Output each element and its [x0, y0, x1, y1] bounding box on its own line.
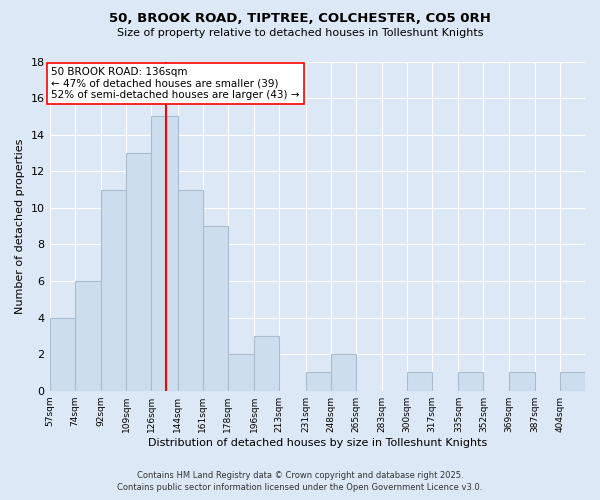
Bar: [331, 354, 356, 391]
Text: 50 BROOK ROAD: 136sqm
← 47% of detached houses are smaller (39)
52% of semi-deta: 50 BROOK ROAD: 136sqm ← 47% of detached …: [51, 67, 299, 100]
Text: Contains HM Land Registry data © Crown copyright and database right 2025.
Contai: Contains HM Land Registry data © Crown c…: [118, 471, 482, 492]
Bar: [227, 354, 254, 391]
Bar: [178, 190, 203, 390]
Bar: [407, 372, 432, 390]
Bar: [151, 116, 178, 390]
Bar: [74, 281, 101, 390]
Bar: [254, 336, 279, 390]
Bar: [305, 372, 331, 390]
X-axis label: Distribution of detached houses by size in Tolleshunt Knights: Distribution of detached houses by size …: [148, 438, 487, 448]
Bar: [101, 190, 126, 390]
Bar: [509, 372, 535, 390]
Bar: [203, 226, 227, 390]
Text: Size of property relative to detached houses in Tolleshunt Knights: Size of property relative to detached ho…: [117, 28, 483, 38]
Bar: [126, 153, 151, 390]
Bar: [50, 318, 74, 390]
Text: 50, BROOK ROAD, TIPTREE, COLCHESTER, CO5 0RH: 50, BROOK ROAD, TIPTREE, COLCHESTER, CO5…: [109, 12, 491, 26]
Y-axis label: Number of detached properties: Number of detached properties: [15, 138, 25, 314]
Bar: [458, 372, 484, 390]
Bar: [560, 372, 585, 390]
